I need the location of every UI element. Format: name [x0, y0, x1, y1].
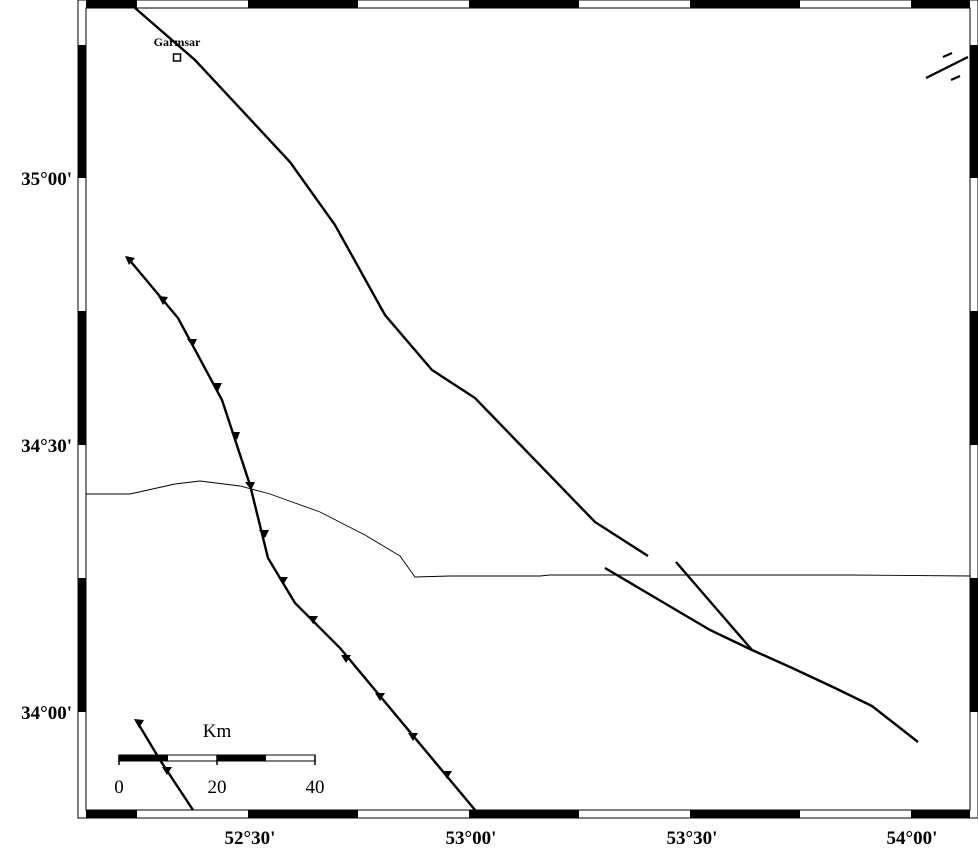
longitude-label: 53°00' — [446, 828, 497, 849]
latitude-label: 34°00' — [21, 703, 72, 724]
town-label: Garmsar — [154, 35, 201, 49]
scale-label: 20 — [208, 777, 227, 798]
scale-label: 40 — [306, 777, 325, 798]
fault — [604, 566, 919, 743]
scale-bar: Km 0 20 40 — [114, 721, 324, 798]
scale-label: 0 — [114, 777, 124, 798]
latitude-label: 34°30' — [21, 436, 72, 457]
fault — [134, 7, 649, 558]
fault-symbol — [925, 51, 969, 82]
latitude-label: 35°00' — [21, 169, 72, 190]
town-marker — [172, 53, 182, 62]
scale-unit: Km — [203, 721, 232, 742]
river — [86, 480, 971, 578]
fault — [675, 561, 753, 651]
longitude-label: 54°00' — [887, 828, 938, 849]
thrust-teeth — [125, 256, 452, 779]
thrust-fault — [126, 256, 476, 811]
frame — [77, 0, 978, 819]
longitude-label: 52°30' — [225, 828, 276, 849]
longitude-label: 53°30' — [667, 828, 718, 849]
